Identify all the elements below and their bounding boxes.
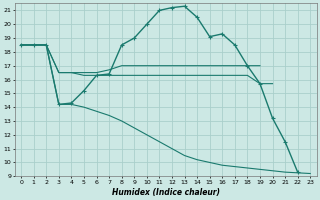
X-axis label: Humidex (Indice chaleur): Humidex (Indice chaleur) xyxy=(112,188,220,197)
